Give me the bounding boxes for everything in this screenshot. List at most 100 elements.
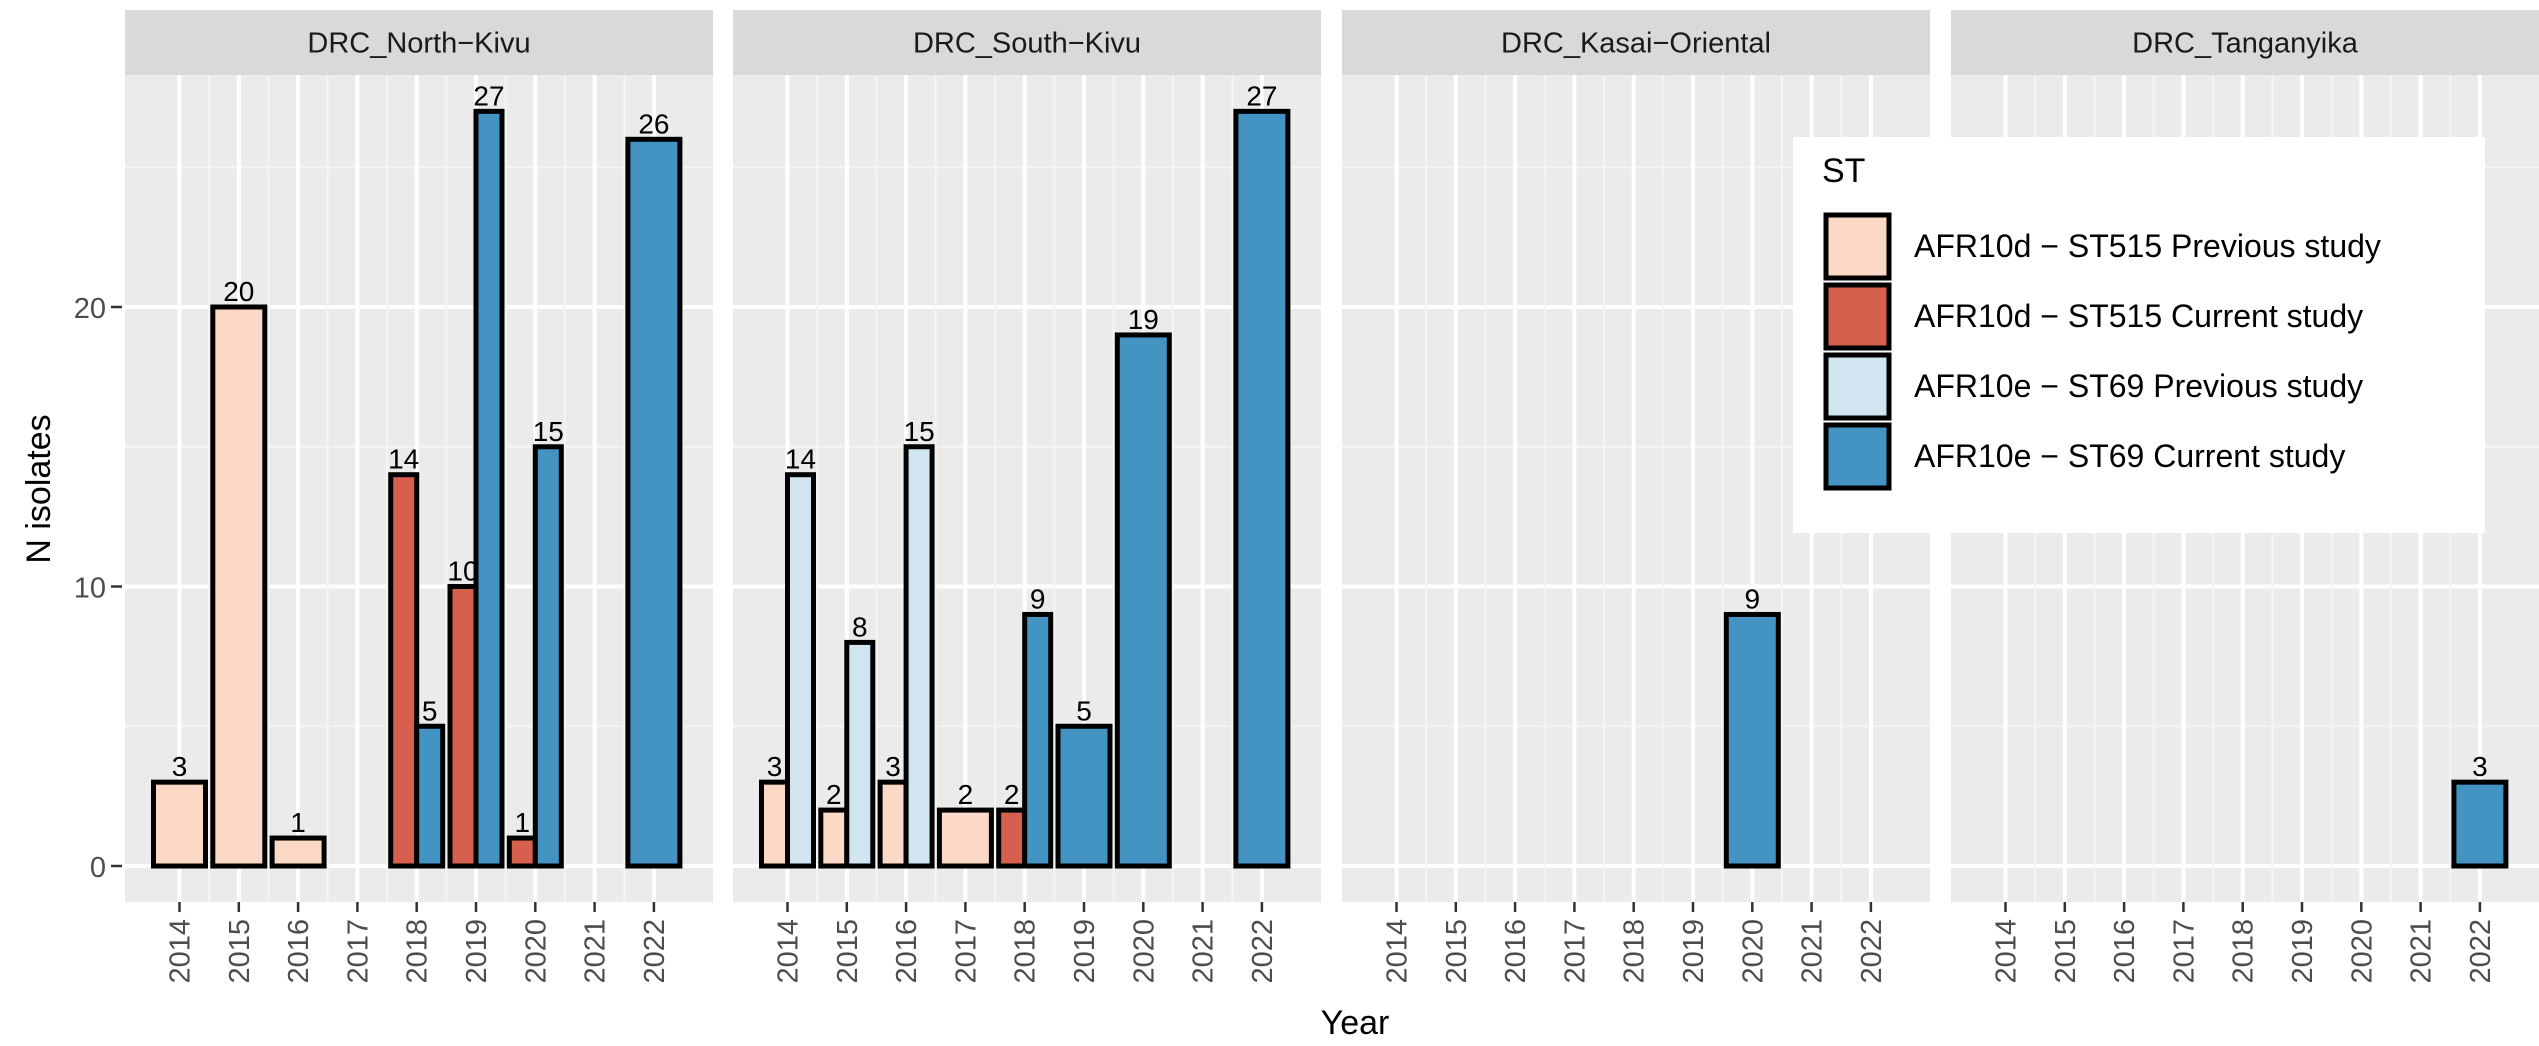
x-tick-label: 2020 [1128,919,1160,984]
bar [269,835,327,869]
x-tick-label: 2022 [639,919,671,984]
bar [759,779,790,869]
y-axis-title: N isolates [20,414,58,563]
y-tick-label: 20 [74,293,106,325]
legend-box [1793,137,2485,533]
x-tick-label: 2022 [1247,919,1279,984]
legend-title: ST [1822,152,1865,190]
bar-value-label: 3 [767,751,783,782]
bar [903,444,935,869]
bar-value-label: 2 [826,779,842,810]
x-tick-label: 2015 [832,919,864,984]
x-tick-label: 2016 [2109,919,2141,984]
bar-value-label: 5 [1076,695,1092,726]
x-tick-label: 2015 [1441,919,1473,984]
bar [151,779,208,869]
legend-key [1823,352,1892,421]
bar [388,472,420,869]
x-tick-label: 2021 [580,919,612,984]
x-tick-label: 2014 [165,919,197,984]
x-tick-label: 2019 [1069,919,1101,984]
legend-label: AFR10e − ST69 Previous study [1914,368,2363,404]
bar [818,807,850,869]
bar-value-label: 9 [1030,583,1046,614]
y-tick-label: 0 [90,852,106,884]
bar [877,779,909,869]
x-tick-label: 2014 [1382,919,1414,984]
bar-value-label: 1 [290,807,306,838]
x-tick-label: 2018 [2228,919,2260,984]
x-tick-label: 2018 [1619,919,1651,984]
bar-value-label: 3 [885,751,901,782]
bar [447,584,479,869]
x-tick-label: 2019 [2287,919,2319,984]
legend-key [1823,282,1892,351]
facet-strip [1342,10,1930,75]
bar [1233,108,1291,869]
facet-strip-label: DRC_Kasai−Oriental [1501,28,1771,60]
x-tick-label: 2017 [342,919,374,984]
x-tick-label: 2018 [1010,919,1042,984]
bar [210,304,268,869]
facet-strip [733,10,1321,75]
bar-value-label: 3 [2472,751,2488,782]
bar [414,723,446,869]
bar [473,108,505,869]
bar [1114,332,1172,869]
legend-label: AFR10e − ST69 Current study [1914,438,2345,474]
x-tick-label: 2018 [402,919,434,984]
bar [2451,779,2509,869]
bar-value-label: 9 [1745,583,1761,614]
facet-strip [1951,10,2539,75]
bar [1055,723,1113,869]
bar-value-label: 2 [958,779,974,810]
bar-value-label: 27 [1246,80,1277,111]
x-tick-label: 2021 [2406,919,2438,984]
x-tick-label: 2017 [1559,919,1591,984]
bar-value-label: 14 [785,444,816,475]
x-tick-label: 2020 [2346,919,2378,984]
x-axis-title: Year [1321,1004,1390,1041]
facet-strip [125,10,713,75]
bar [1022,611,1054,869]
facet-strip-label: DRC_Tanganyika [2132,28,2359,60]
bar-value-label: 27 [473,80,504,111]
x-tick-label: 2022 [1856,919,1888,984]
x-tick-label: 2016 [1500,919,1532,984]
bar [785,472,816,869]
x-tick-label: 2015 [224,919,256,984]
bar-value-label: 3 [172,751,188,782]
bar-value-label: 26 [638,108,669,139]
legend-key [1823,212,1892,281]
legend-label: AFR10d − ST515 Current study [1914,298,2363,334]
x-tick-label: 2020 [1737,919,1769,984]
legend-label: AFR10d − ST515 Previous study [1914,228,2381,264]
x-tick-label: 2016 [891,919,923,984]
bar [506,835,538,869]
bar-value-label: 8 [852,611,868,642]
x-tick-label: 2019 [1678,919,1710,984]
bar-value-label: 20 [223,276,254,307]
x-tick-label: 2021 [1188,919,1220,984]
bar-value-label: 5 [422,695,438,726]
x-tick-label: 2014 [773,919,805,984]
bar-value-label: 14 [388,444,419,475]
bar [996,807,1028,869]
y-tick-label: 10 [74,573,106,605]
x-tick-label: 2019 [461,919,493,984]
x-tick-label: 2016 [283,919,315,984]
bar [936,807,994,869]
facet-strip-label: DRC_North−Kivu [307,28,530,60]
x-tick-label: 2015 [2050,919,2082,984]
bar-value-label: 10 [447,556,478,587]
bar [532,444,564,869]
legend-key [1823,422,1892,491]
x-tick-label: 2014 [1991,919,2023,984]
x-tick-label: 2021 [1797,919,1829,984]
x-tick-label: 2022 [2465,919,2497,984]
x-tick-label: 2020 [520,919,552,984]
bar-value-label: 15 [904,416,935,447]
bar [844,639,876,869]
